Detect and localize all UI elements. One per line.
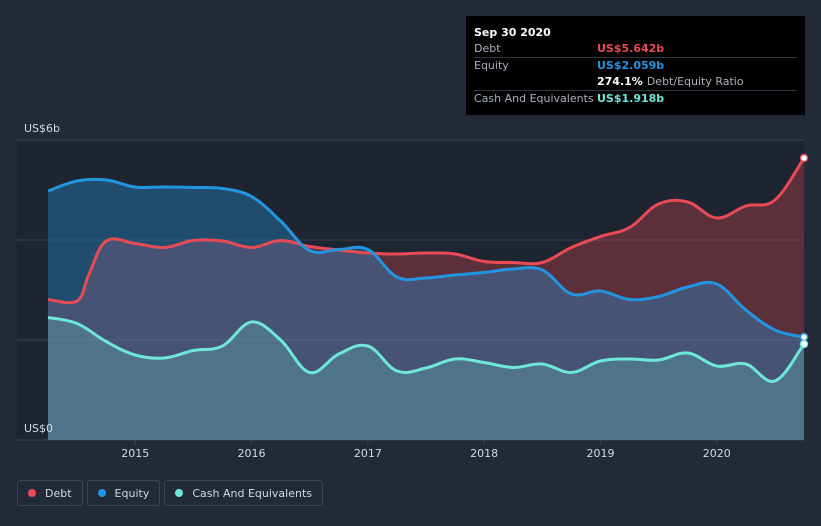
x-tick-label: 2019 xyxy=(586,447,614,460)
legend-label-cash: Cash And Equivalents xyxy=(192,486,312,500)
axis-ticks: US$6b US$0 2015 2016 2017 2018 2019 2020 xyxy=(24,122,731,460)
x-tick-label: 2017 xyxy=(354,447,382,460)
cash-line xyxy=(47,316,806,383)
y-tick-label: US$0 xyxy=(24,422,53,435)
tooltip-equity-value: US$2.059b xyxy=(597,59,665,72)
tooltip-cash-row: Cash And Equivalents US$1.918b xyxy=(474,91,797,107)
x-tick-label: 2018 xyxy=(470,447,498,460)
tooltip-ratio-row: 274.1% Debt/Equity Ratio xyxy=(474,74,797,91)
debt-color-dot-icon xyxy=(28,489,36,497)
equity-line xyxy=(47,177,805,339)
y-tick-label: US$6b xyxy=(24,122,60,135)
tooltip-debt-value: US$5.642b xyxy=(597,42,665,55)
tooltip-cash-label: Cash And Equivalents xyxy=(474,92,594,105)
series-lines xyxy=(47,153,809,383)
legend-item-debt[interactable]: Debt xyxy=(17,480,83,506)
tooltip-debt-label: Debt xyxy=(474,42,501,55)
equity-end-point xyxy=(799,332,809,342)
x-tick-label: 2016 xyxy=(238,447,266,460)
debt-area xyxy=(48,158,804,440)
cash-area xyxy=(48,317,804,440)
x-tick-label: 2020 xyxy=(703,447,731,460)
equity-color-dot-icon xyxy=(97,489,106,497)
plot-background xyxy=(17,140,804,440)
cash-end-point xyxy=(799,339,809,349)
x-tick-label: 2015 xyxy=(121,447,149,460)
grid-lines xyxy=(17,139,804,445)
tooltip-ratio-value: 274.1% xyxy=(597,75,643,88)
cash-color-dot-icon xyxy=(175,489,184,497)
legend-label-equity: Equity xyxy=(114,486,150,500)
data-tooltip: Sep 30 2020 Debt US$5.642b Equity US$2.0… xyxy=(466,16,805,115)
tooltip-cash-value: US$1.918b xyxy=(597,92,665,105)
legend-label-debt: Debt xyxy=(45,486,72,500)
tooltip-date: Sep 30 2020 xyxy=(474,26,551,39)
tooltip-ratio-label: Debt/Equity Ratio xyxy=(646,75,744,88)
debt-line xyxy=(47,157,806,305)
tooltip-debt-row: Debt US$5.642b xyxy=(474,41,797,58)
legend-item-cash[interactable]: Cash And Equivalents xyxy=(164,480,323,506)
tooltip-equity-label: Equity xyxy=(474,59,509,72)
legend-item-equity[interactable]: Equity xyxy=(86,480,161,506)
debt-end-point xyxy=(799,153,809,163)
chart-legend: Debt Equity Cash And Equivalents xyxy=(17,480,323,506)
tooltip-equity-row: Equity US$2.059b xyxy=(474,58,797,74)
